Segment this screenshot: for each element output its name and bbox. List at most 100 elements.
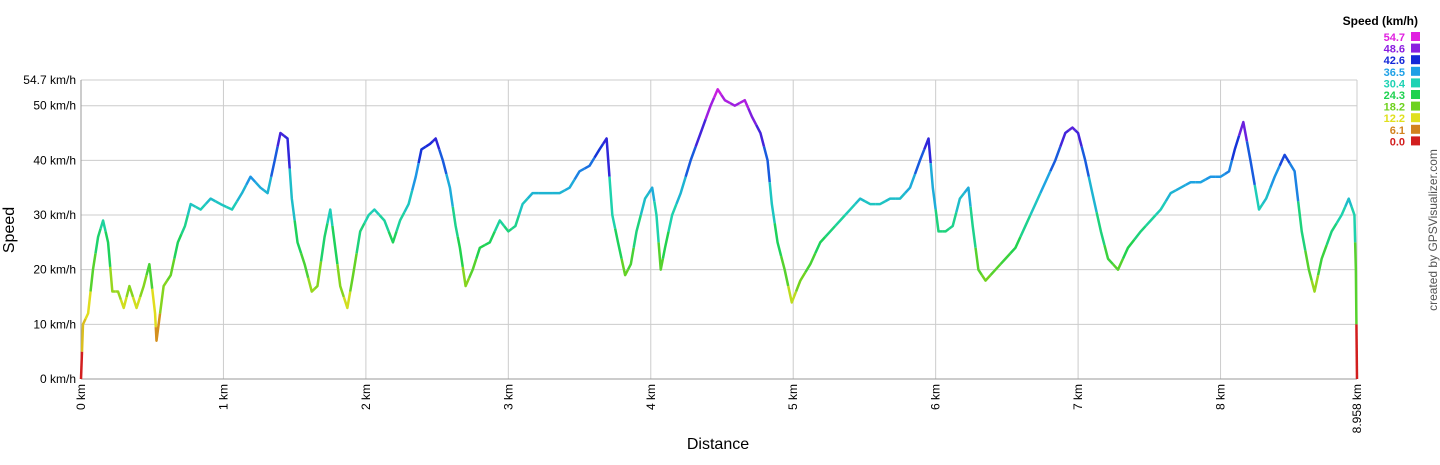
line-segment bbox=[145, 262, 154, 289]
x-tick-label: 4 km bbox=[644, 384, 658, 410]
line-segment bbox=[456, 236, 464, 268]
line-segment bbox=[844, 203, 857, 216]
legend-swatch bbox=[1411, 43, 1420, 53]
y-tick-label: 54.7 km/h bbox=[23, 73, 76, 87]
line-segment bbox=[503, 225, 513, 233]
line-segment bbox=[1029, 192, 1042, 216]
line-segment bbox=[720, 94, 731, 105]
y-axis-title: Speed bbox=[1, 207, 18, 253]
line-segment bbox=[768, 182, 776, 224]
line-segment bbox=[104, 231, 112, 268]
x-tick-label: 8.958 km bbox=[1350, 384, 1364, 433]
line-segment bbox=[245, 175, 257, 186]
line-segment bbox=[445, 173, 455, 207]
line-segment bbox=[154, 313, 162, 342]
legend-label: 36.5 bbox=[1384, 67, 1405, 79]
line-segment bbox=[974, 247, 983, 276]
line-segment bbox=[667, 203, 678, 232]
y-tick-label: 50 km/h bbox=[33, 99, 76, 113]
legend-label: 18.2 bbox=[1384, 102, 1405, 114]
line-segment bbox=[814, 236, 827, 254]
x-tick-label: 3 km bbox=[501, 384, 515, 410]
line-segment bbox=[969, 206, 977, 248]
line-segment bbox=[1325, 222, 1338, 246]
line-segment bbox=[269, 146, 279, 178]
line-segment bbox=[942, 227, 950, 233]
line-segment bbox=[779, 255, 790, 287]
line-segment bbox=[1278, 153, 1291, 167]
line-segment bbox=[1316, 244, 1328, 276]
legend-swatch bbox=[1411, 101, 1420, 111]
line-segment bbox=[180, 214, 190, 235]
line-segment bbox=[787, 285, 798, 304]
line-segment bbox=[563, 178, 576, 192]
x-tick-label: 1 km bbox=[216, 384, 230, 410]
legend-swatch bbox=[1411, 66, 1420, 76]
line-segment bbox=[336, 264, 345, 298]
line-segment bbox=[276, 131, 285, 147]
line-segment bbox=[657, 242, 665, 271]
line-segment bbox=[647, 186, 656, 202]
line-segment bbox=[1237, 120, 1249, 142]
legend-label: 12.2 bbox=[1384, 113, 1405, 125]
legend-title: Speed (km/h) bbox=[1343, 14, 1418, 28]
line-segment bbox=[204, 197, 217, 205]
x-axis-title: Distance bbox=[687, 436, 749, 453]
line-segment bbox=[1288, 162, 1300, 202]
line-segment bbox=[235, 184, 248, 202]
line-segment bbox=[739, 98, 750, 109]
line-segment bbox=[1009, 236, 1022, 255]
line-segment bbox=[425, 140, 434, 148]
credit: created by GPSVisualizer.com bbox=[1426, 149, 1440, 311]
line-segment bbox=[99, 219, 107, 232]
line-segment bbox=[675, 176, 687, 205]
line-segment bbox=[1310, 274, 1320, 293]
line-segment bbox=[348, 253, 358, 292]
line-segment bbox=[755, 124, 766, 148]
line-segment bbox=[431, 137, 441, 150]
x-tick-label: 7 km bbox=[1071, 384, 1085, 410]
line-segment bbox=[166, 258, 176, 282]
legend-swatch bbox=[1411, 55, 1420, 65]
line-segment bbox=[1039, 170, 1052, 194]
line-segment bbox=[980, 274, 992, 282]
line-segment bbox=[468, 258, 478, 279]
line-segment bbox=[913, 148, 926, 175]
line-segment bbox=[319, 222, 329, 262]
legend-label: 24.3 bbox=[1384, 90, 1405, 102]
line-segment bbox=[363, 211, 373, 224]
line-segment bbox=[195, 203, 207, 211]
line-segment bbox=[762, 146, 771, 183]
line-segment bbox=[1068, 126, 1077, 132]
line-segment bbox=[1344, 197, 1353, 208]
line-segment bbox=[934, 209, 943, 233]
line-segment bbox=[573, 167, 586, 181]
line-segment bbox=[602, 137, 611, 177]
line-segment bbox=[1175, 183, 1187, 192]
line-segment bbox=[1133, 225, 1147, 241]
x-tick-label: 0 km bbox=[74, 384, 88, 410]
line-segment bbox=[1074, 129, 1083, 148]
line-segment bbox=[331, 225, 339, 265]
line-segment bbox=[451, 206, 459, 238]
line-segment bbox=[438, 149, 448, 175]
line-segment bbox=[173, 233, 183, 260]
legend-swatch bbox=[1411, 78, 1420, 88]
line-segment bbox=[864, 200, 876, 206]
line-segment bbox=[1269, 165, 1281, 189]
legend-swatch bbox=[1411, 124, 1420, 134]
line-segment bbox=[186, 202, 197, 216]
legend-swatch bbox=[1411, 113, 1420, 123]
line-segment bbox=[1019, 214, 1032, 238]
line-segment bbox=[1164, 189, 1177, 202]
legend-label: 48.6 bbox=[1384, 44, 1405, 56]
line-segment bbox=[794, 271, 807, 292]
line-segment bbox=[403, 190, 414, 213]
legend-swatch bbox=[1411, 90, 1420, 99]
y-tick-label: 10 km/h bbox=[33, 317, 76, 331]
line-segment bbox=[511, 214, 521, 230]
line-segment bbox=[378, 214, 390, 232]
line-segment bbox=[923, 137, 932, 164]
line-segment bbox=[1224, 160, 1234, 176]
y-tick-label: 20 km/h bbox=[33, 263, 76, 277]
